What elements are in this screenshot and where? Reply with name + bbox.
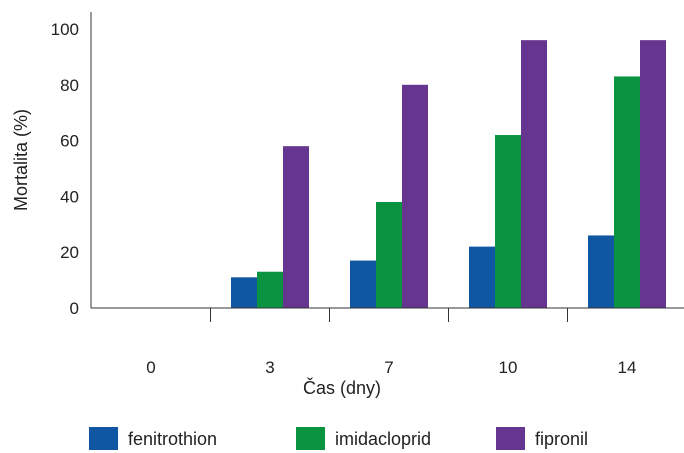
- y-tick-label: 100: [51, 20, 79, 39]
- bar-fenitrothion: [231, 277, 257, 308]
- y-axis-title: Mortalita (%): [11, 109, 31, 211]
- legend-swatch-imidacloprid: [296, 427, 325, 450]
- bar-imidacloprid: [495, 135, 521, 308]
- bars-group: [231, 40, 666, 309]
- legend-swatch-fenitrothion: [89, 427, 118, 450]
- bar-fenitrothion: [588, 235, 614, 308]
- y-tick-label: 80: [60, 76, 79, 95]
- x-tick-label: 7: [384, 358, 393, 377]
- bar-fenitrothion: [469, 246, 495, 308]
- x-tick-label: 0: [146, 358, 155, 377]
- bar-fipronil: [283, 146, 309, 308]
- x-tick-label: 14: [618, 358, 637, 377]
- legend: fenitrothion imidacloprid fipronil: [89, 427, 588, 450]
- y-tick-label: 40: [60, 187, 79, 206]
- legend-label-imidacloprid: imidacloprid: [335, 429, 431, 449]
- x-axis-title: Čas (dny): [303, 377, 381, 398]
- x-tick-label: 3: [265, 358, 274, 377]
- bar-fenitrothion: [350, 260, 376, 308]
- bar-fipronil: [402, 84, 428, 308]
- axes-group: [90, 12, 684, 309]
- legend-label-fenitrothion: fenitrothion: [128, 429, 217, 449]
- y-tick-label: 20: [60, 243, 79, 262]
- legend-swatch-fipronil: [496, 427, 525, 450]
- bar-imidacloprid: [614, 76, 640, 309]
- bar-fipronil: [521, 40, 547, 308]
- legend-label-fipronil: fipronil: [535, 429, 588, 449]
- bar-imidacloprid: [257, 271, 283, 308]
- bar-imidacloprid: [376, 201, 402, 308]
- y-ticks-group: 0 20 40 60 80 100: [51, 20, 79, 318]
- bar-fipronil: [640, 40, 666, 308]
- y-tick-label: 60: [60, 132, 79, 151]
- x-tick-label: 10: [499, 358, 518, 377]
- x-ticks-group: 0 3 7 10 14: [146, 308, 636, 377]
- y-tick-label: 0: [70, 299, 79, 318]
